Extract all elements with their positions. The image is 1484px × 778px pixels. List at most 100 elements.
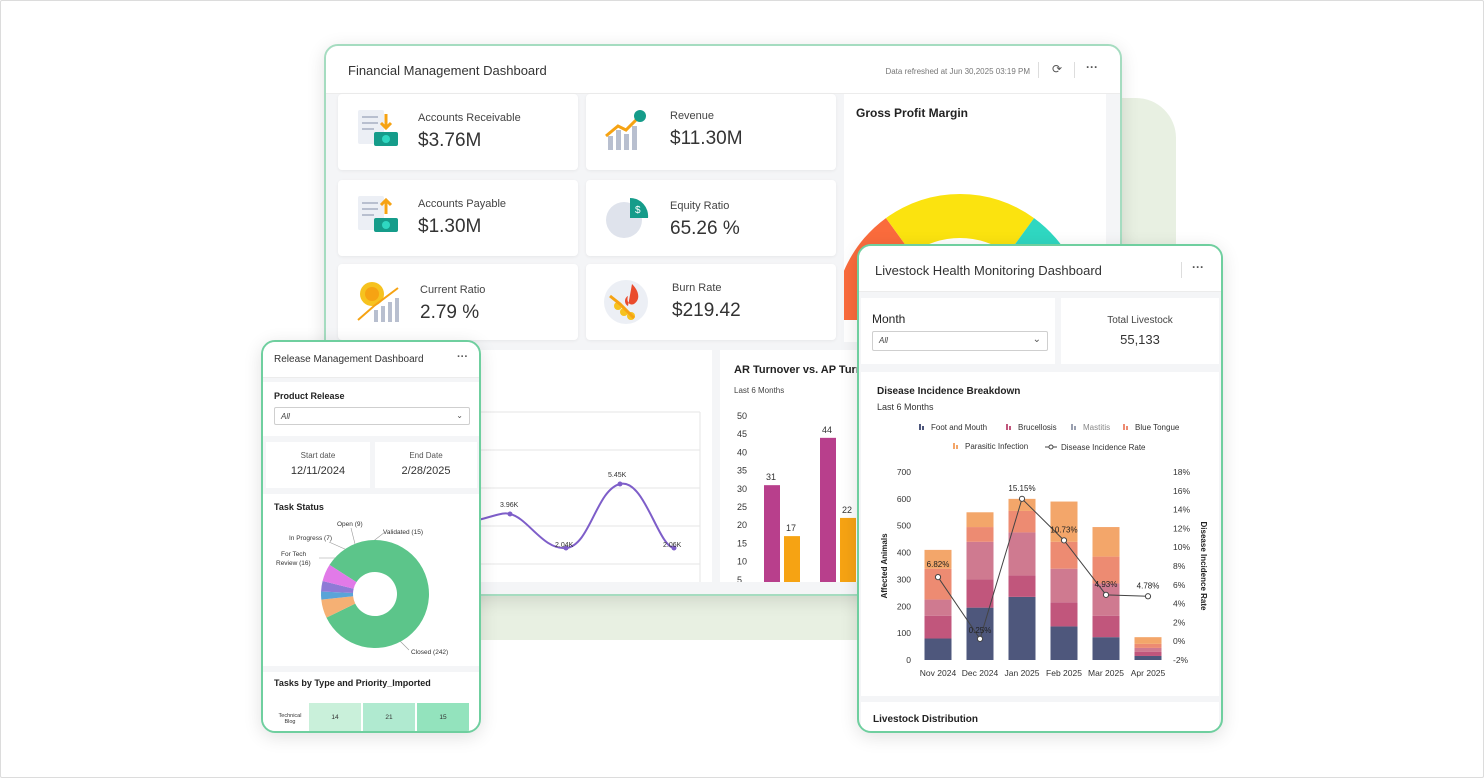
more-options-icon[interactable]: ··· (457, 351, 468, 363)
table-cell[interactable]: 15 (417, 703, 469, 731)
donut-slice (321, 591, 354, 600)
incidence-rate-point (976, 635, 984, 642)
disease-incidence-widget: Disease Incidence Breakdown Last 6 Month… (861, 372, 1219, 696)
y2-tick-label: 8% (1173, 561, 1186, 571)
x-tick-label: Dec 2024 (962, 668, 999, 678)
stacked-bar-segment (924, 568, 952, 600)
y-tick-label: 300 (897, 574, 911, 584)
kpi-tile-revenue[interactable]: Revenue $11.30M (586, 94, 836, 170)
kpi-tile-burn-rate[interactable]: Burn Rate $219.42 (586, 264, 836, 340)
background-shape (470, 592, 862, 640)
disease-incidence-chart: Foot and Mouth Brucellosis Mastitis Blue To… (880, 423, 1208, 678)
release-dashboard-title: Release Management Dashboard (274, 354, 424, 365)
donut-label-closed: Closed (242) (411, 649, 448, 656)
legend-label: Blue Tongue (1135, 423, 1180, 432)
product-release-value: All (281, 412, 290, 421)
y-tick-label: 25 (737, 502, 747, 512)
bar-value-label: 17 (786, 523, 796, 533)
ar-turnover-panel: AR Turnover vs. AP Turnov Last 6 Months … (720, 350, 875, 582)
legend-swatch (1071, 424, 1073, 430)
kpi-value: $219.42 (672, 300, 741, 321)
total-livestock-label: Total Livestock (1107, 315, 1173, 326)
release-dashboard-card: Release Management Dashboard ··· Product… (261, 340, 481, 733)
kpi-tile-accounts-receivable[interactable]: Accounts Receivable $3.76M (338, 94, 578, 170)
incidence-rate-point (1060, 537, 1068, 544)
stacked-bar-segment (1134, 655, 1162, 660)
y2-tick-label: 14% (1173, 505, 1190, 515)
header-divider (1038, 62, 1039, 78)
stacked-bar-segment (1008, 575, 1036, 597)
y-tick-label: 30 (737, 484, 747, 494)
kpi-label: Current Ratio (420, 284, 486, 296)
donut-slice (321, 596, 356, 618)
tasks-table-title: Tasks by Type and Priority_Imported (274, 678, 431, 688)
task-status-widget: Task Status Open (9) Validated (15) In P… (263, 494, 479, 666)
table-cell[interactable]: 14 (309, 703, 361, 731)
incidence-rate-point (1018, 495, 1026, 502)
y2-tick-label: 16% (1173, 486, 1190, 496)
gauge-segment-mid (885, 194, 1035, 254)
y-tick-label: 700 (897, 467, 911, 477)
line-point (507, 511, 513, 517)
more-options-icon[interactable]: ··· (1192, 260, 1204, 274)
stacked-bar-segment (1050, 626, 1078, 660)
y-tick-label: 600 (897, 494, 911, 504)
y-tick-label: 5 (737, 575, 742, 582)
gross-profit-margin-title: Gross Profit Margin (856, 106, 969, 120)
incidence-rate-point (1102, 591, 1110, 598)
incidence-rate-label: 4.78% (1137, 581, 1160, 590)
incidence-rate-point (934, 573, 942, 581)
incidence-rate-label: 15.15% (1008, 484, 1035, 493)
ap-bar (784, 536, 800, 582)
line-point-label: 2.04K (555, 542, 574, 549)
end-date-box[interactable]: End Date 2/28/2025 (375, 442, 477, 488)
stacked-bar-segment (1092, 583, 1120, 616)
more-options-icon[interactable]: ··· (1086, 60, 1098, 74)
financial-dashboard-title: Financial Management Dashboard (348, 63, 547, 78)
kpi-label: Revenue (670, 110, 715, 122)
y-tick-label: 100 (897, 628, 911, 638)
table-cell[interactable]: 21 (363, 703, 415, 731)
y-tick-label: 50 (737, 411, 747, 421)
stacked-bar-segment (1008, 596, 1036, 660)
coin-chart-icon (357, 282, 399, 322)
financial-dashboard-header: Financial Management Dashboard Data refr… (326, 46, 1120, 94)
month-select[interactable]: All ⌄ (872, 331, 1048, 351)
start-date-box[interactable]: Start date 12/11/2024 (266, 442, 370, 488)
refresh-icon[interactable]: ⟳ (1052, 62, 1063, 76)
kpi-tile-current-ratio[interactable]: Current Ratio 2.79 % (338, 264, 578, 340)
incidence-rate-line (937, 497, 1149, 640)
legend-label: Disease Incidence Rate (1061, 443, 1146, 452)
stacked-bar-segment (1134, 647, 1162, 652)
invoice-dollar-icon (358, 110, 398, 146)
y-tick-label: 10 (737, 557, 747, 567)
stacked-bar-segment (1008, 532, 1036, 576)
total-livestock-kpi: Total Livestock 55,133 (1061, 298, 1219, 364)
svg-text:$: $ (635, 205, 641, 216)
header-divider (1074, 62, 1075, 78)
burn-rate-icon (604, 280, 648, 324)
y2-tick-label: 2% (1173, 617, 1186, 627)
table-row-label: Technical Blog (278, 713, 302, 725)
donut-slice (326, 540, 429, 648)
legend-label: Parasitic Infection (965, 442, 1028, 451)
legend-swatch (1074, 426, 1076, 430)
product-release-filter: Product Release All ⌄ (263, 382, 479, 436)
donut-label-tech-review: Review (16) (276, 560, 311, 567)
pie-dollar-icon: $ (606, 197, 649, 238)
incidence-rate-label: 0.25% (969, 626, 992, 635)
y-tick-label: 20 (737, 520, 747, 530)
product-release-select[interactable]: All ⌄ (274, 407, 470, 425)
kpi-value: $1.30M (418, 216, 482, 237)
kpi-label: Accounts Payable (418, 198, 507, 210)
end-date-value: 2/28/2025 (401, 465, 451, 477)
stacked-bar-segment (1050, 501, 1078, 542)
kpi-tile-accounts-payable[interactable]: Accounts Payable $1.30M (338, 180, 578, 256)
month-value: All (879, 336, 888, 345)
y2-tick-label: 10% (1173, 542, 1190, 552)
legend-swatch (953, 443, 955, 449)
kpi-value: 65.26 % (670, 218, 740, 239)
kpi-tile-equity-ratio[interactable]: $ Equity Ratio 65.26 % (586, 180, 836, 256)
kpi-value: 2.79 % (420, 302, 480, 323)
y2-axis-label: Disease Incidence Rate (1199, 522, 1208, 611)
